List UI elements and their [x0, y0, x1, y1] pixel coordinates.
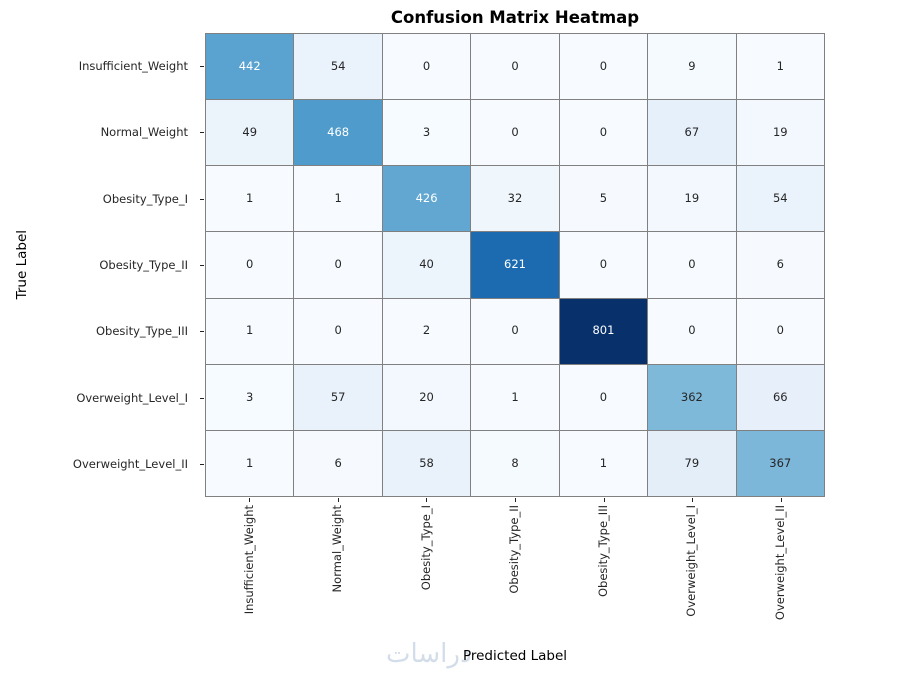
x-axis-title: Predicted Label — [462, 648, 568, 664]
heatmap-cell: 1 — [736, 34, 824, 100]
x-tick-label: Overweight_Level_II — [772, 505, 787, 621]
heatmap-cell: 1 — [206, 430, 294, 496]
x-tick-mark — [692, 498, 694, 502]
heatmap-cell: 79 — [648, 430, 736, 496]
y-tick-label: Obesity_Type_III — [95, 324, 188, 339]
heatmap-cell: 0 — [471, 298, 559, 364]
chart-title: Confusion Matrix Heatmap — [390, 8, 640, 27]
heatmap-cell: 0 — [559, 364, 648, 430]
heatmap-cell: 58 — [382, 430, 471, 496]
heatmap-cell: 367 — [736, 430, 824, 496]
x-tick-label: Insufficient_Weight — [241, 505, 256, 615]
heatmap-cell: 442 — [206, 34, 294, 100]
x-tick-label: Obesity_Type_III — [595, 505, 610, 598]
heatmap-cell: 362 — [648, 364, 736, 430]
y-tick-label: Overweight_Level_I — [76, 390, 188, 405]
heatmap-cell: 0 — [294, 232, 382, 298]
heatmap-cell: 1 — [206, 166, 294, 232]
heatmap-cell: 20 — [382, 364, 471, 430]
heatmap-cell: 54 — [294, 34, 382, 100]
heatmap-cell: 40 — [382, 232, 471, 298]
x-tick-label: Overweight_Level_I — [684, 505, 699, 617]
x-tick-label: Normal_Weight — [330, 505, 345, 593]
x-tick-label: Obesity_Type_II — [507, 505, 522, 594]
y-tick-label: Insufficient_Weight — [78, 59, 188, 74]
heatmap-cell: 6 — [736, 232, 824, 298]
heatmap-cell: 0 — [206, 232, 294, 298]
heatmap-cell: 426 — [382, 166, 471, 232]
heatmap-cell: 2 — [382, 298, 471, 364]
heatmap-cell: 1 — [559, 430, 648, 496]
y-tick-mark — [200, 66, 204, 68]
heatmap-cell: 8 — [471, 430, 559, 496]
heatmap-cell: 0 — [559, 232, 648, 298]
y-tick-label: Obesity_Type_II — [99, 257, 188, 272]
y-tick-mark — [200, 331, 204, 333]
heatmap-cell: 9 — [648, 34, 736, 100]
heatmap-cell: 0 — [382, 34, 471, 100]
heatmap-cell: 5 — [559, 166, 648, 232]
heatmap-cell: 67 — [648, 100, 736, 166]
y-tick-mark — [200, 397, 204, 399]
heatmap-cell: 0 — [559, 34, 648, 100]
heatmap-cell: 3 — [206, 364, 294, 430]
heatmap-cell: 19 — [648, 166, 736, 232]
x-tick-mark — [249, 498, 251, 502]
x-tick-mark — [603, 498, 605, 502]
heatmap-cell: 54 — [736, 166, 824, 232]
x-axis-ticks — [205, 497, 825, 502]
y-tick-mark — [200, 463, 204, 465]
x-tick-labels: Insufficient_Weight Normal_Weight Obesity_… — [205, 505, 825, 655]
heatmap-grid: 442 54 0 0 0 9 1 49 468 3 0 0 67 19 1 1 426 32 5 19 54 0 0 40 62… — [205, 33, 825, 497]
heatmap-cell: 19 — [736, 100, 824, 166]
heatmap-cell: 468 — [294, 100, 382, 166]
y-tick-label: Normal_Weight — [100, 125, 188, 140]
heatmap-cell: 0 — [471, 100, 559, 166]
heatmap-cell: 1 — [206, 298, 294, 364]
x-tick-mark — [337, 498, 339, 502]
heatmap-cell: 0 — [736, 298, 824, 364]
heatmap-cell: 0 — [294, 298, 382, 364]
heatmap-cell: 6 — [294, 430, 382, 496]
x-tick-mark — [780, 498, 782, 502]
y-axis-ticks — [200, 33, 205, 497]
x-tick-label: Obesity_Type_I — [418, 505, 433, 591]
heatmap-cell: 49 — [206, 100, 294, 166]
y-tick-mark — [200, 198, 204, 200]
heatmap-cell: 57 — [294, 364, 382, 430]
y-tick-mark — [200, 132, 204, 134]
x-tick-mark — [515, 498, 516, 502]
heatmap-cell: 66 — [736, 364, 824, 430]
y-tick-label: Overweight_Level_II — [72, 456, 188, 471]
heatmap-cell: 0 — [559, 100, 648, 166]
x-tick-mark — [426, 498, 428, 502]
heatmap-cell: 621 — [471, 232, 559, 298]
y-tick-mark — [200, 265, 204, 266]
heatmap-cell: 801 — [559, 298, 648, 364]
heatmap-cell: 0 — [648, 298, 736, 364]
heatmap-cell: 0 — [648, 232, 736, 298]
heatmap-cell: 1 — [294, 166, 382, 232]
heatmap-cell: 0 — [471, 34, 559, 100]
y-tick-label: Obesity_Type_I — [102, 191, 188, 206]
heatmap-cell: 1 — [471, 364, 559, 430]
heatmap-cell: 3 — [382, 100, 471, 166]
y-tick-labels: Insufficient_Weight Normal_Weight Obesity_… — [0, 33, 197, 497]
heatmap-cell: 32 — [471, 166, 559, 232]
